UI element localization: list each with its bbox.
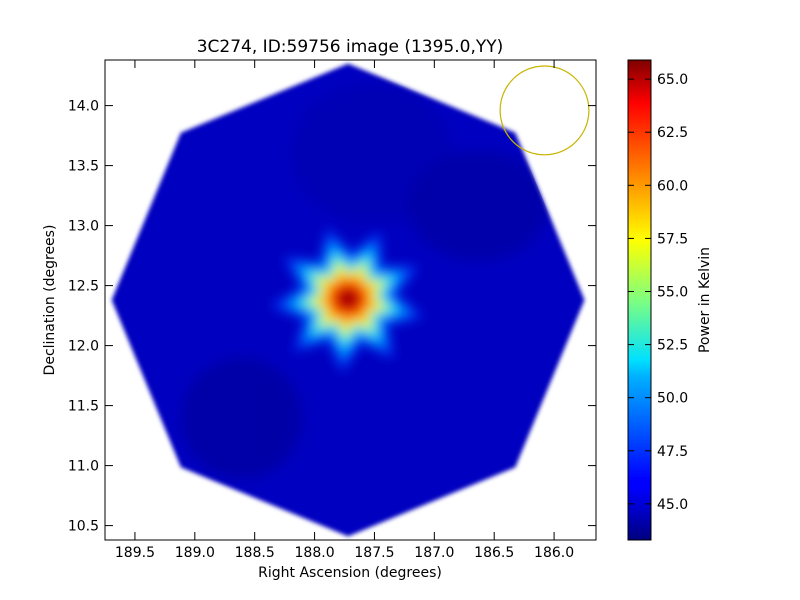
background-variation (291, 83, 452, 224)
x-tick-label: 188.5 (235, 545, 275, 561)
y-tick-label: 12.5 (68, 279, 99, 295)
y-tick-label: 11.0 (68, 459, 99, 475)
y-tick-label: 14.0 (68, 99, 99, 115)
colorbar-tick-label: 62.5 (657, 125, 688, 141)
x-tick-label: 189.5 (115, 545, 155, 561)
colorbar-tick-label: 57.5 (657, 231, 688, 247)
beam-circle (499, 65, 590, 156)
x-tick-label: 186.5 (474, 545, 514, 561)
x-tick-label: 187.0 (414, 545, 454, 561)
colorbar-tick-label: 55.0 (657, 285, 688, 301)
y-axis-label: Declination (degrees) (42, 225, 58, 376)
colorbar-tick-label: 60.0 (657, 178, 688, 194)
y-axis-ticks: 10.5 11.0 11.5 12.0 12.5 13.0 13.5 14.0 (68, 99, 596, 535)
x-tick-label: 189.0 (175, 545, 215, 561)
colorbar-label: Power in Kelvin (697, 247, 713, 353)
plot-frame (104, 59, 597, 541)
x-axis-ticks: 189.5 189.0 188.5 188.0 187.5 187.0 186.5 186.0 (115, 60, 574, 561)
colorbar-tick-label: 47.5 (657, 444, 688, 460)
x-tick-label: 188.0 (295, 545, 335, 561)
chart-title: 3C274, ID:59756 image (1395.0,YY) (197, 37, 504, 57)
x-tick-label: 186.0 (534, 545, 574, 561)
y-tick-label: 12.0 (68, 339, 99, 355)
background-variation (181, 358, 302, 479)
y-tick-label: 10.5 (68, 519, 99, 535)
source-emission (270, 227, 424, 373)
colorbar-tick-label: 50.0 (657, 391, 688, 407)
colorbar-tick-label: 52.5 (657, 338, 688, 354)
colorbar-tick-label: 65.0 (657, 72, 688, 88)
x-tick-label: 187.5 (354, 545, 394, 561)
colorbar-tick-label: 45.0 (657, 497, 688, 513)
y-tick-label: 13.0 (68, 219, 99, 235)
y-tick-label: 11.5 (68, 399, 99, 415)
colorbar (627, 59, 652, 541)
source-level-8 (338, 289, 358, 309)
colorbar-ticks: 45.0 47.5 50.0 52.5 55.0 57.5 60.0 62.5 65.0 (628, 72, 688, 513)
y-tick-label: 13.5 (68, 159, 99, 175)
x-axis-label: Right Ascension (degrees) (258, 565, 442, 581)
